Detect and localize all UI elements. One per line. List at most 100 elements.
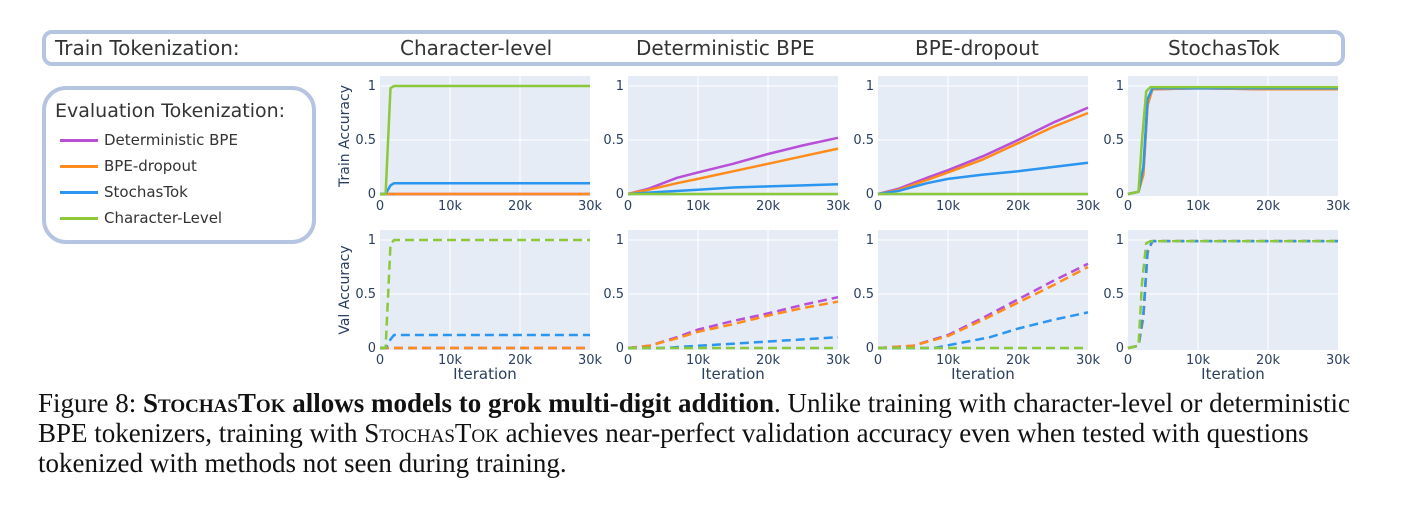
column-header-bpe-dropout: BPE-dropout — [915, 36, 1039, 60]
caption-claim: allows models to grok multi-digit additi… — [285, 388, 775, 418]
panel-0-0: 0 0.5 1 0 10k 20k 30k — [355, 76, 603, 214]
y-tick-label: 1 — [368, 79, 376, 94]
y-tick-label: 1 — [368, 233, 376, 248]
y-tick-label: 0.5 — [1103, 287, 1124, 302]
x-tick-label: 0 — [376, 353, 384, 368]
legend-swatch — [60, 191, 98, 194]
panel-0-3: 0 0.5 1 0 10k 20k 30k — [1103, 76, 1351, 214]
x-tick-label: 10k — [936, 199, 961, 214]
plot-area — [878, 230, 1088, 350]
x-tick-label: 30k — [1326, 353, 1351, 368]
series-line-deterministic-bpe — [627, 136, 839, 196]
y-tick-label: 0 — [616, 187, 624, 202]
y-tick-label: 0.5 — [1103, 133, 1124, 148]
column-header-deterministic-bpe: Deterministic BPE — [636, 36, 815, 60]
x-tick-label: 20k — [1006, 353, 1031, 368]
y-tick-label: 1 — [616, 233, 624, 248]
x-tick-label: 10k — [936, 353, 961, 368]
plot-area — [628, 230, 838, 350]
x-tick-label: 10k — [438, 353, 463, 368]
panel-1-0: 0 0.5 1 0 10k 20k 30k Iteration — [355, 230, 603, 383]
y-tick-label: 0.5 — [355, 133, 376, 148]
x-tick-label: 20k — [1256, 199, 1281, 214]
y-tick-label: 0 — [866, 187, 874, 202]
panel-0-2: 0 0.5 1 0 10k 20k 30k — [853, 76, 1101, 214]
series-line-character-level — [1127, 239, 1338, 350]
y-tick-label: 1 — [866, 233, 874, 248]
y-tick-label: 0 — [368, 341, 376, 356]
x-tick-label: 30k — [1326, 199, 1351, 214]
series-line-stochastok — [877, 161, 1089, 196]
caption-method-name: StochasTok — [143, 388, 286, 418]
column-header-character-level: Character-level — [400, 36, 553, 60]
row-label: Train Accuracy — [337, 85, 353, 188]
series-line-stochastok — [627, 183, 839, 196]
legend-label: Deterministic BPE — [104, 131, 238, 149]
y-tick-label: 0.5 — [603, 287, 624, 302]
panel-0-1: 0 0.5 1 0 10k 20k 30k — [603, 76, 851, 214]
legend — [42, 86, 316, 244]
legend-swatch — [60, 165, 98, 168]
row-label: Val Accuracy — [337, 245, 353, 334]
panel-1-2: 0 0.5 1 0 10k 20k 30k Iteration — [853, 230, 1101, 383]
plot-area — [1128, 76, 1338, 196]
y-tick-label: 0 — [616, 341, 624, 356]
legend-title: Evaluation Tokenization: — [55, 100, 286, 122]
plot-area — [1128, 230, 1338, 350]
x-tick-label: 30k — [578, 353, 603, 368]
y-tick-label: 0 — [1116, 341, 1124, 356]
plot-area — [878, 76, 1088, 196]
x-tick-label: 20k — [1256, 353, 1281, 368]
train-tokenization-label: Train Tokenization: — [55, 36, 240, 60]
y-tick-label: 1 — [866, 79, 874, 94]
x-tick-label: 30k — [826, 353, 851, 368]
x-tick-label: 0 — [874, 353, 882, 368]
series-line-character-level — [1127, 85, 1338, 196]
legend-label: BPE-dropout — [104, 157, 197, 175]
train-tokenization-header — [42, 30, 1345, 66]
legend-swatch — [60, 217, 98, 220]
column-header-stochastok: StochasTok — [1168, 36, 1280, 60]
y-tick-label: 0 — [1116, 187, 1124, 202]
series-line-character-level — [380, 84, 590, 196]
y-tick-label: 0.5 — [853, 133, 874, 148]
series-line-character-level — [380, 238, 590, 350]
x-tick-label: 20k — [508, 353, 533, 368]
caption-text-1: . Unlike training with character-level o… — [38, 388, 1351, 448]
caption-text-2: achieves near-perfect validation accurac… — [38, 418, 1309, 478]
x-tick-label: 0 — [376, 199, 384, 214]
y-tick-label: 0 — [368, 187, 376, 202]
panel-1-3: 0 0.5 1 0 10k 20k 30k Iteration — [1103, 230, 1351, 383]
x-tick-label: 30k — [1076, 353, 1101, 368]
series-line-bpe-dropout — [627, 300, 839, 350]
x-tick-label: 0 — [624, 199, 632, 214]
x-axis-label: Iteration — [701, 365, 765, 383]
x-tick-label: 10k — [686, 353, 711, 368]
x-tick-label: 30k — [826, 199, 851, 214]
y-tick-label: 0.5 — [355, 287, 376, 302]
x-tick-label: 30k — [578, 199, 603, 214]
panel-1-1: 0 0.5 1 0 10k 20k 30k Iteration — [603, 230, 851, 383]
figure-caption: Figure 8: StochasTok allows models to gr… — [38, 388, 1378, 478]
series-line-deterministic-bpe — [627, 295, 839, 350]
x-axis-label: Iteration — [453, 365, 517, 383]
series-line-bpe-dropout — [877, 111, 1089, 196]
plot-area — [628, 76, 838, 196]
legend-label: Character-Level — [104, 209, 223, 227]
x-tick-label: 20k — [756, 199, 781, 214]
x-tick-label: 10k — [1186, 353, 1211, 368]
caption-bold-title: StochasTok allows models to grok multi-d… — [143, 388, 774, 418]
legend-item-deterministic-bpe: Deterministic BPE — [60, 131, 238, 151]
legend-item-bpe-dropout: BPE-dropout — [60, 157, 197, 177]
x-tick-label: 10k — [1186, 199, 1211, 214]
x-tick-label: 0 — [1124, 199, 1132, 214]
x-axis-label: Iteration — [951, 365, 1015, 383]
y-tick-label: 1 — [616, 79, 624, 94]
plot-area — [380, 76, 590, 196]
y-tick-label: 0.5 — [853, 287, 874, 302]
x-tick-label: 0 — [624, 353, 632, 368]
x-tick-label: 20k — [1006, 199, 1031, 214]
x-tick-label: 0 — [874, 199, 882, 214]
x-axis-label: Iteration — [1201, 365, 1265, 383]
x-tick-label: 20k — [756, 353, 781, 368]
